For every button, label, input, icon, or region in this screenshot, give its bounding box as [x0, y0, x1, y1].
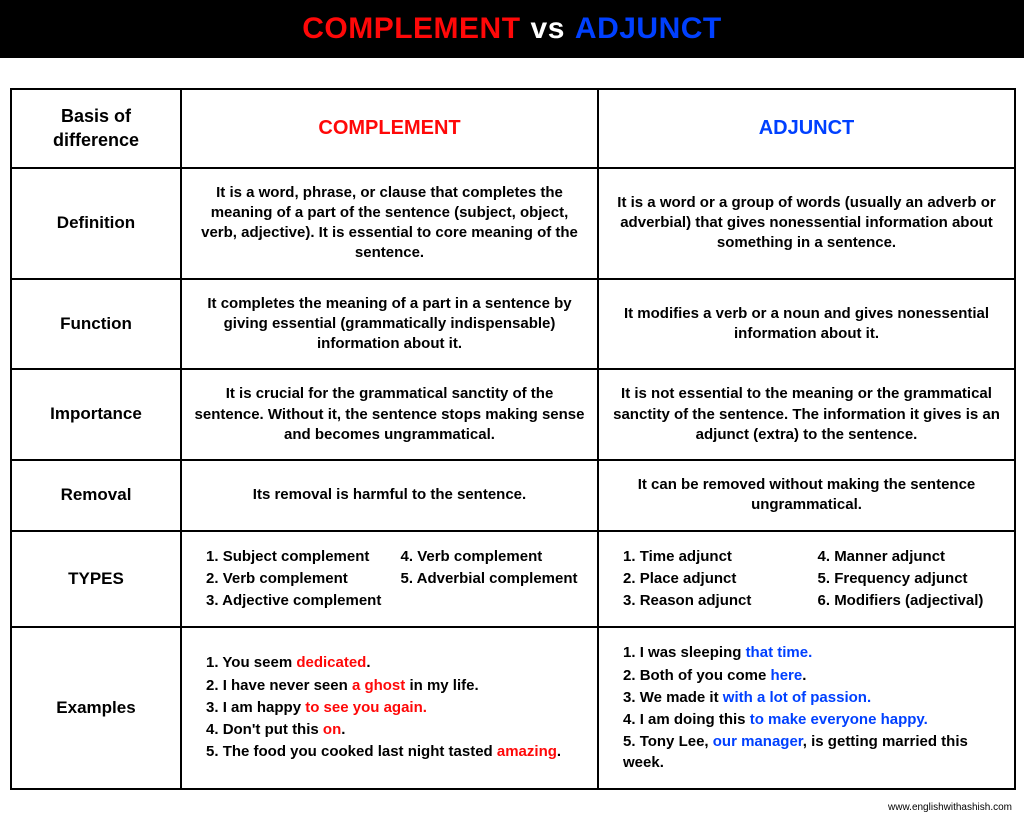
title-vs: vs: [531, 12, 565, 46]
type-item: 4. Verb complement: [401, 546, 588, 568]
example-item: 3. I am happy to see you again.: [206, 697, 587, 719]
cell-types-complement: 1. Subject complement 2. Verb complement…: [181, 531, 598, 628]
type-item: 1. Subject complement: [206, 546, 393, 568]
type-item: 3. Reason adjunct: [623, 590, 810, 612]
type-item: 4. Manner adjunct: [818, 546, 1005, 568]
row-label-function: Function: [11, 279, 181, 370]
example-item: 2. Both of you come here.: [623, 665, 1004, 687]
row-function: Function It completes the meaning of a p…: [11, 279, 1015, 370]
cell-function-complement: It completes the meaning of a part in a …: [181, 279, 598, 370]
example-item: 4. Don't put this on.: [206, 719, 587, 741]
comparison-table: Basis of difference COMPLEMENT ADJUNCT D…: [10, 88, 1016, 790]
row-label-types: TYPES: [11, 531, 181, 628]
cell-function-adjunct: It modifies a verb or a noun and gives n…: [598, 279, 1015, 370]
cell-removal-adjunct: It can be removed without making the sen…: [598, 460, 1015, 531]
row-importance: Importance It is crucial for the grammat…: [11, 369, 1015, 460]
col-header-complement: COMPLEMENT: [181, 89, 598, 168]
row-label-examples: Examples: [11, 627, 181, 789]
example-item: 1. I was sleeping that time.: [623, 642, 1004, 664]
cell-importance-complement: It is crucial for the grammatical sancti…: [181, 369, 598, 460]
table-header-row: Basis of difference COMPLEMENT ADJUNCT: [11, 89, 1015, 168]
type-item: 2. Verb complement: [206, 568, 393, 590]
cell-definition-adjunct: It is a word or a group of words (usuall…: [598, 168, 1015, 279]
type-item: 5. Adverbial complement: [401, 568, 588, 590]
example-item: 3. We made it with a lot of passion.: [623, 687, 1004, 709]
title-bar: COMPLEMENT vs ADJUNCT: [0, 0, 1024, 58]
type-item: 1. Time adjunct: [623, 546, 810, 568]
row-label-removal: Removal: [11, 460, 181, 531]
type-item: 3. Adjective complement: [206, 590, 393, 612]
type-item: 6. Modifiers (adjectival): [818, 590, 1005, 612]
cell-examples-complement: 1. You seem dedicated.2. I have never se…: [181, 627, 598, 789]
example-item: 1. You seem dedicated.: [206, 652, 587, 674]
row-label-importance: Importance: [11, 369, 181, 460]
title-adjunct: ADJUNCT: [575, 12, 722, 46]
title-complement: COMPLEMENT: [302, 12, 520, 46]
cell-examples-adjunct: 1. I was sleeping that time.2. Both of y…: [598, 627, 1015, 789]
row-examples: Examples 1. You seem dedicated.2. I have…: [11, 627, 1015, 789]
col-header-basis: Basis of difference: [11, 89, 181, 168]
cell-importance-adjunct: It is not essential to the meaning or th…: [598, 369, 1015, 460]
row-definition: Definition It is a word, phrase, or clau…: [11, 168, 1015, 279]
row-removal: Removal Its removal is harmful to the se…: [11, 460, 1015, 531]
row-types: TYPES 1. Subject complement 2. Verb comp…: [11, 531, 1015, 628]
example-item: 4. I am doing this to make everyone happ…: [623, 709, 1004, 731]
row-label-definition: Definition: [11, 168, 181, 279]
col-header-adjunct: ADJUNCT: [598, 89, 1015, 168]
example-item: 5. The food you cooked last night tasted…: [206, 741, 587, 763]
footer-url: www.englishwithashish.com: [888, 802, 1012, 813]
type-item: 5. Frequency adjunct: [818, 568, 1005, 590]
example-item: 2. I have never seen a ghost in my life.: [206, 675, 587, 697]
example-item: 5. Tony Lee, our manager, is getting mar…: [623, 731, 1004, 774]
cell-types-adjunct: 1. Time adjunct 2. Place adjunct 3. Reas…: [598, 531, 1015, 628]
cell-removal-complement: Its removal is harmful to the sentence.: [181, 460, 598, 531]
cell-definition-complement: It is a word, phrase, or clause that com…: [181, 168, 598, 279]
type-item: 2. Place adjunct: [623, 568, 810, 590]
